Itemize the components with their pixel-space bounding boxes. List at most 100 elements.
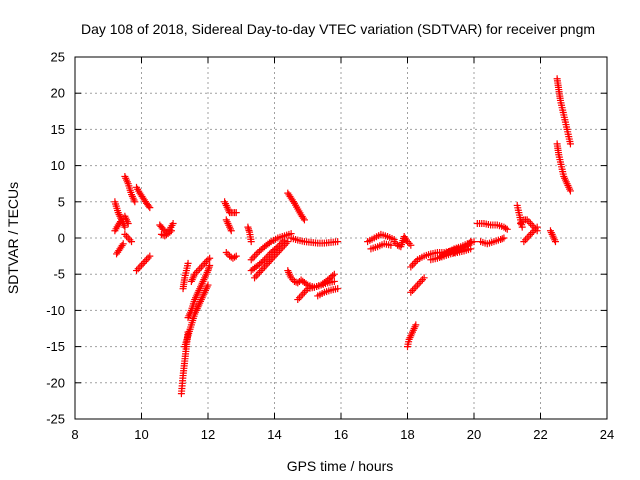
data-point [167,227,175,235]
data-point [144,254,152,262]
data-point [204,256,212,264]
y-axis-label: SDTVAR / TECUs [5,182,21,294]
data-point [551,238,559,246]
x-tick-label: 22 [533,427,547,442]
data-point [527,230,535,238]
x-tick-label: 20 [467,427,481,442]
data-point [254,270,262,278]
x-axis-label: GPS time / hours [287,458,394,474]
y-tick-label: -20 [46,375,65,390]
data-point [329,272,337,280]
data-point [520,238,528,246]
data-point [142,256,150,264]
data-point [197,263,205,271]
data-point [259,265,267,273]
data-point [199,261,207,269]
y-tick-label: 15 [51,122,65,137]
data-point [266,250,274,258]
data-point [222,248,230,256]
data-point [532,225,540,233]
y-tick-label: 5 [58,194,65,209]
data-point [410,285,418,293]
data-point [194,267,202,275]
data-point [146,252,154,260]
data-point [133,267,141,275]
data-point [289,198,297,206]
data-point [184,259,192,267]
data-point [522,236,530,244]
data-point [530,227,538,235]
data-point [295,294,303,302]
data-point [334,285,342,293]
data-point [523,234,531,242]
x-tick-label: 12 [201,427,215,442]
data-point [566,140,574,148]
data-point [292,278,300,286]
data-point [266,258,274,266]
data-point [566,187,574,195]
data-point [299,290,307,298]
data-point [264,252,272,260]
data-point [145,202,153,210]
data-point [271,252,278,260]
data-point [252,272,260,280]
data-point [247,256,255,264]
data-point [334,238,342,246]
y-tick-label: -15 [46,339,65,354]
data-point [166,228,174,236]
data-point [121,223,129,231]
data-point [256,268,264,276]
data-point [330,277,338,285]
data-point [517,220,525,228]
data-point [232,209,240,217]
y-tick-label: -10 [46,303,65,318]
data-point [533,223,541,231]
data-point [502,224,510,232]
data-point [280,241,288,249]
data-point [269,254,277,262]
data-point [299,214,307,222]
data-point [146,204,154,212]
data-point [204,281,212,289]
data-point [387,241,395,249]
x-tick-label: 8 [71,427,78,442]
data-point [266,239,274,247]
data-point [284,238,292,246]
data-point [119,240,127,248]
x-tick-label: 18 [400,427,414,442]
data-point [418,276,426,284]
x-tick-label: 14 [267,427,281,442]
data-point [257,267,265,275]
data-point [139,259,147,267]
x-tick-label: 24 [600,427,614,442]
data-point [294,296,302,304]
data-point [124,234,132,242]
data-point [126,236,134,244]
data-point [527,220,535,228]
x-tick-label: 16 [334,427,348,442]
data-point [249,254,257,262]
data-point [407,263,415,271]
data-point [528,221,536,229]
data-point [206,262,214,270]
data-point [410,259,418,267]
y-tick-label: 20 [51,86,65,101]
data-point [503,225,511,233]
y-tick-label: -5 [53,267,65,282]
data-point [272,250,280,258]
data-point [413,281,421,289]
data-point [467,245,475,253]
data-point [131,198,139,206]
data-point [227,227,235,235]
y-tick-label: -25 [46,412,65,427]
data-point [138,261,145,269]
data-point [523,216,531,224]
data-point [128,238,136,246]
data-point [189,274,197,282]
data-point [500,234,508,242]
axes-layer: 8 10 12 14 16 18 20 22 24 -25 -20 -15 -10 -5 0 5 10 15 20 2… [46,50,614,443]
data-point [300,288,308,296]
chart-title: Day 108 of 2018, Sidereal Day-to-day VTE… [81,21,595,37]
data-point [467,238,475,246]
